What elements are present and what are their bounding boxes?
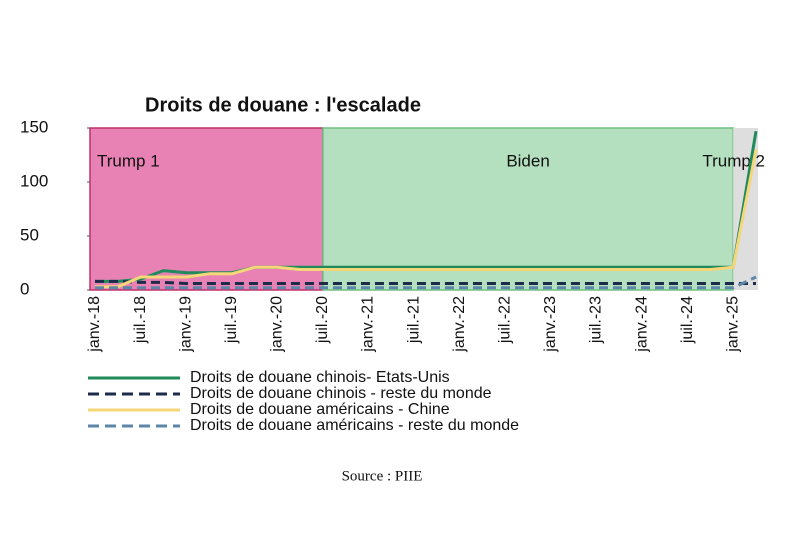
- x-tick-label: juil.-19: [223, 296, 240, 344]
- y-tick-label: 50: [20, 225, 39, 244]
- period-label: Trump 1: [97, 151, 160, 170]
- x-tick-label: janv.-24: [633, 296, 650, 353]
- x-tick-label: janv.-22: [451, 296, 468, 353]
- legend-label: Droits de douane chinois - reste du mond…: [190, 385, 492, 402]
- period-band: [322, 127, 734, 291]
- x-tick-label: janv.-21: [360, 296, 377, 353]
- period-band: [89, 127, 324, 291]
- chart-title: Droits de douane : l'escalade: [145, 94, 421, 116]
- x-tick-label: juil.-24: [679, 296, 696, 344]
- series-line: [95, 275, 757, 290]
- x-tick-label: janv.-18: [86, 296, 103, 353]
- legend-label: Droits de douane américains - Chine: [190, 401, 450, 418]
- period-label: Biden: [506, 151, 549, 170]
- series-line: [95, 130, 758, 283]
- x-tick-label: juil.-18: [132, 296, 149, 344]
- x-tick-label: juil.-21: [405, 296, 422, 344]
- series-line: [95, 279, 756, 285]
- legend-label: Droits de douane américains - reste du m…: [190, 417, 519, 434]
- series-line: [95, 149, 758, 289]
- x-tick-label: juil.-23: [588, 296, 605, 344]
- x-tick-label: janv.-19: [177, 296, 194, 353]
- legend-label: Droits de douane chinois- Etats-Unis: [190, 369, 450, 386]
- y-tick-label: 0: [20, 279, 29, 298]
- x-tick-label: janv.-23: [542, 296, 559, 353]
- x-tick-label: juil.-20: [314, 296, 331, 344]
- x-tick-label: janv.-20: [269, 296, 286, 353]
- x-tick-label: janv.-25: [724, 296, 741, 353]
- y-tick-label: 100: [20, 171, 48, 190]
- y-tick-label: 150: [20, 117, 48, 136]
- source: Source : PIIE: [342, 468, 423, 484]
- x-tick-label: juil.-22: [496, 296, 513, 344]
